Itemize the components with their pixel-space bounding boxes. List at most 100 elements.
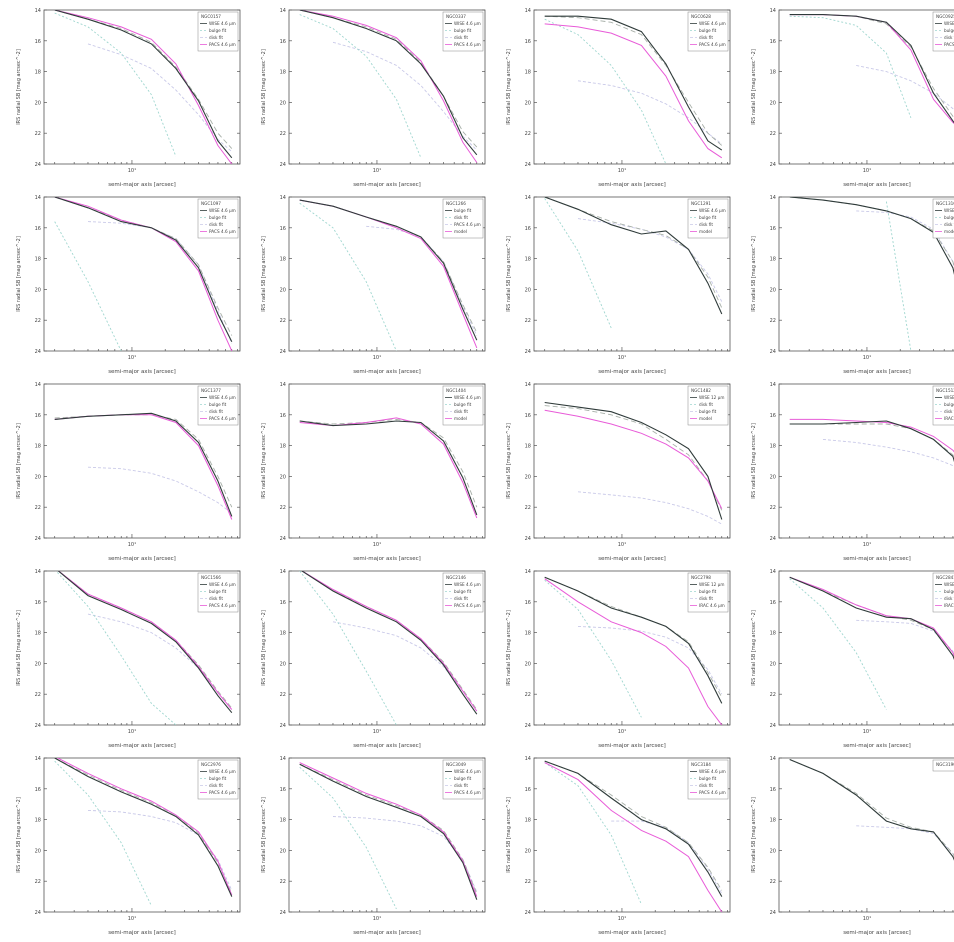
legend-title: NGC1097 <box>201 201 221 206</box>
x-axis-label: semi-major axis [arcsec] <box>353 556 421 562</box>
legend-entry: bulge fit <box>699 28 717 33</box>
panel-svg: 14 16 18 20 22 24 10¹ semi-major axis [arcsec] I… <box>16 569 241 749</box>
legend-entry: WISE 12 μm <box>699 582 724 587</box>
series-bulge-line <box>885 201 912 351</box>
y-tick-label: 24 <box>280 910 286 916</box>
series-disk-line <box>856 825 954 858</box>
legend-entry: WISE 4.6 μm <box>944 21 954 26</box>
y-tick-label: 22 <box>770 318 776 324</box>
legend-entry: bulge fit <box>209 28 227 33</box>
y-tick-label: 18 <box>35 257 41 263</box>
legend-entry: bulge fit <box>454 776 472 781</box>
legend-entry: bulge fit <box>454 402 472 407</box>
legend-entry: WISE 4.6 μm <box>944 582 954 587</box>
x-tick-label: 10¹ <box>863 542 871 548</box>
legend-entry: bulge fit <box>944 28 954 33</box>
legend-entry: disk fit <box>209 783 223 788</box>
series-psf-line <box>789 418 954 453</box>
plot-frame <box>288 570 486 726</box>
legend-entry: WISE 12 μm <box>699 395 724 400</box>
series-bulge-line <box>544 762 642 905</box>
y-tick-label: 14 <box>525 382 531 388</box>
series-profile-line <box>544 197 723 315</box>
y-tick-label: 22 <box>525 879 531 885</box>
y-tick-label: 22 <box>525 318 531 324</box>
y-tick-label: 20 <box>35 848 41 854</box>
x-axis-label: semi-major axis [arcsec] <box>843 369 911 375</box>
profile-panel: 14 16 18 20 22 24 10¹ semi-major axis [arcsec] I… <box>10 191 246 379</box>
y-tick-label: 22 <box>280 692 286 698</box>
series-psf-line <box>789 576 954 657</box>
profile-panel: 14 16 18 20 22 24 10¹ semi-major axis [arcsec] I… <box>255 4 491 192</box>
y-tick-label: 22 <box>770 131 776 137</box>
y-tick-label: 14 <box>35 756 41 762</box>
y-tick-label: 22 <box>525 131 531 137</box>
y-tick-label: 16 <box>35 39 41 45</box>
profile-panel: 14 16 18 20 22 24 10¹ semi-major axis [arcsec] I… <box>255 378 491 566</box>
series-disk-line <box>856 210 954 268</box>
series-model-line <box>789 14 954 119</box>
legend-box <box>932 759 954 772</box>
series-model-line <box>544 15 723 146</box>
series-bulge-line <box>544 18 667 164</box>
plot-frame <box>778 383 954 539</box>
series-psf-line <box>54 10 233 164</box>
legend-entry: disk fit <box>209 222 223 227</box>
y-tick-label: 18 <box>280 818 286 824</box>
y-tick-label: 20 <box>280 474 286 480</box>
plot-frame <box>43 757 241 913</box>
legend-entry: disk fit <box>944 409 954 414</box>
y-tick-label: 14 <box>770 195 776 201</box>
legend-entry: PACS 4.6 μm <box>699 42 726 47</box>
series-disk-line <box>87 809 233 891</box>
y-tick-label: 20 <box>525 287 531 293</box>
legend-title: NGC1291 <box>691 201 711 206</box>
plot-frame <box>778 570 954 726</box>
legend-entry: bulge fit <box>699 589 717 594</box>
series-profile-line <box>789 197 954 275</box>
profile-panel: 14 16 18 20 22 24 10¹ semi-major axis [arcsec] I… <box>10 752 246 940</box>
y-tick-label: 18 <box>35 818 41 824</box>
y-tick-label: 18 <box>525 444 531 450</box>
series-bulge-line <box>544 198 612 329</box>
panel-svg: 14 16 18 20 22 24 10¹ semi-major axis [arcsec] I… <box>506 756 731 936</box>
plot-frame <box>43 570 241 726</box>
series-model-line <box>544 405 723 511</box>
y-tick-label: 16 <box>525 413 531 419</box>
y-tick-label: 20 <box>280 661 286 667</box>
legend-entry: disk fit <box>944 222 954 227</box>
profile-panel: 14 16 18 20 22 24 10¹ semi-major axis [arcsec] I… <box>745 4 954 192</box>
series-bulge-line <box>299 202 397 351</box>
y-tick-label: 24 <box>280 723 286 729</box>
legend-entry: bulge fit <box>454 208 472 213</box>
x-tick-label: 10¹ <box>128 542 136 548</box>
series-model-line <box>54 414 233 508</box>
y-tick-label: 20 <box>770 661 776 667</box>
y-axis-label: IRS radial SB [mag arcsec^-2] <box>506 236 512 312</box>
y-tick-label: 18 <box>525 257 531 263</box>
series-disk-line <box>856 619 954 655</box>
series-psf-line <box>544 409 723 509</box>
series-profile-line <box>544 760 723 897</box>
series-disk-line <box>87 221 233 344</box>
y-tick-label: 24 <box>525 349 531 355</box>
panel-svg: 14 16 18 20 22 24 10¹ semi-major axis [arcsec] I… <box>16 195 241 375</box>
legend-entry: model <box>454 416 467 421</box>
x-tick-label: 10¹ <box>373 729 381 735</box>
legend-title: NGC1266 <box>446 201 466 206</box>
legend-entry: disk fit <box>699 222 713 227</box>
legend-entry: model <box>699 229 712 234</box>
y-tick-label: 16 <box>280 226 286 232</box>
x-tick-label: 10¹ <box>618 355 626 361</box>
plot-frame <box>778 196 954 352</box>
legend-entry: bulge fit <box>699 409 717 414</box>
panel-svg: 14 16 18 20 22 24 10¹ semi-major axis [arcsec] I… <box>751 8 954 188</box>
y-axis-label: IRS radial SB [mag arcsec^-2] <box>751 236 757 312</box>
x-tick-label: 10¹ <box>618 916 626 922</box>
series-psf-line <box>54 197 233 351</box>
y-axis-label: IRS radial SB [mag arcsec^-2] <box>16 49 22 125</box>
legend-entry: bulge fit <box>454 589 472 594</box>
legend-title: NGC0157 <box>201 14 221 19</box>
x-tick-label: 10¹ <box>128 729 136 735</box>
